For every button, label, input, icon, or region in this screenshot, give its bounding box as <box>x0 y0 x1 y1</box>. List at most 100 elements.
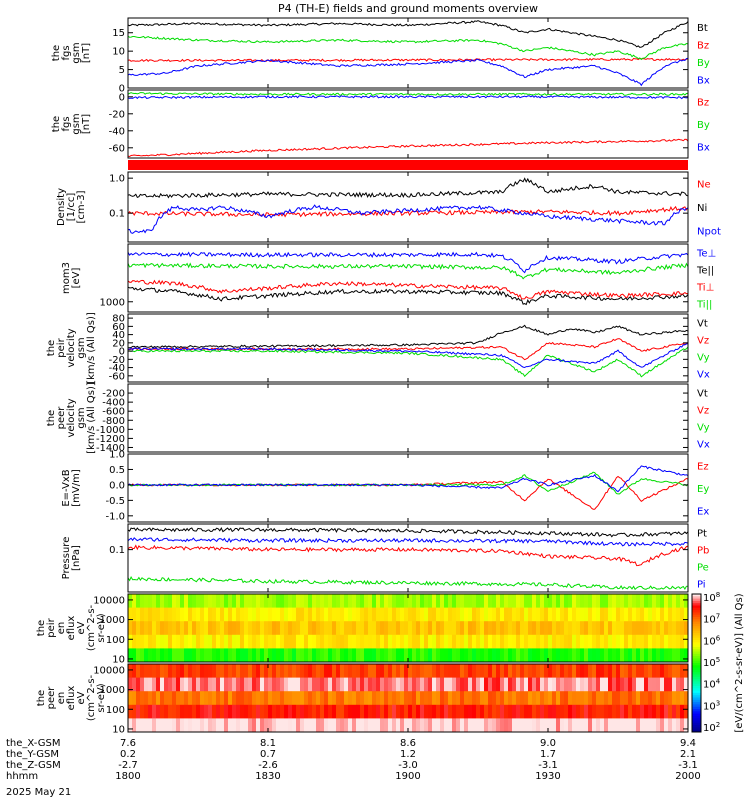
heatmap-cell <box>260 634 265 649</box>
heatmap-cell <box>180 607 185 622</box>
heatmap-cell <box>664 634 669 649</box>
heatmap-cell <box>128 648 133 662</box>
heatmap-cell <box>536 664 541 679</box>
heatmap-cell <box>172 621 177 636</box>
heatmap-cell <box>332 664 337 679</box>
heatmap-cell <box>664 648 669 662</box>
heatmap-cell <box>560 607 565 622</box>
heatmap-cell <box>464 718 469 732</box>
heatmap-cell <box>580 691 585 706</box>
heatmap-cell <box>420 607 425 622</box>
heatmap-cell <box>616 704 621 719</box>
heatmap-cell <box>192 648 197 662</box>
heatmap-cell <box>552 634 557 649</box>
y-axis-label-line: peer <box>56 406 67 430</box>
heatmap-cell <box>584 704 589 719</box>
heatmap-cell <box>416 691 421 706</box>
heatmap-cell <box>412 634 417 649</box>
heatmap-cell <box>460 664 465 679</box>
axis-row-value: -2.7 <box>118 760 138 771</box>
y-axis-label-line: Pressure <box>61 537 72 580</box>
legend-entry: Vz <box>697 406 709 417</box>
heatmap-cell <box>396 691 401 706</box>
heatmap-cell <box>668 594 673 609</box>
heatmap-cell <box>504 718 509 732</box>
heatmap-cell <box>616 718 621 732</box>
heatmap-cell <box>136 691 141 706</box>
heatmap-cell <box>648 677 653 692</box>
heatmap-cell <box>312 718 317 732</box>
heatmap-cell <box>564 607 569 622</box>
heatmap-cell <box>676 648 681 662</box>
heatmap-cell <box>292 664 297 679</box>
heatmap-cell <box>348 594 353 609</box>
heatmap-cell <box>444 607 449 622</box>
colorbar-segment <box>692 683 701 687</box>
heatmap-cell <box>628 607 633 622</box>
y-tick-label: 1000 <box>100 297 125 308</box>
heatmap-cell <box>632 677 637 692</box>
y-axis-label-line: sr-eV) <box>96 613 107 642</box>
heatmap-cell <box>160 634 165 649</box>
heatmap-cell <box>192 664 197 679</box>
colorbar-segment <box>692 603 701 606</box>
heatmap-cell <box>288 664 293 679</box>
heatmap-cell <box>328 648 333 662</box>
heatmap-cell <box>280 677 285 692</box>
heatmap-cell <box>212 634 217 649</box>
heatmap-cell <box>620 718 625 732</box>
heatmap-cell <box>512 691 517 706</box>
heatmap-cell <box>224 621 229 636</box>
heatmap-cell <box>204 704 209 719</box>
heatmap-cell <box>628 677 633 692</box>
y-tick-label: 0.1 <box>109 209 125 220</box>
heatmap-cell <box>492 634 497 649</box>
heatmap-cell <box>496 664 501 679</box>
colorbar-segment <box>692 720 701 724</box>
y-axis-label-line: [nPa] <box>71 545 82 571</box>
heatmap-cell <box>632 594 637 609</box>
axis-row-value: 9.4 <box>680 738 696 749</box>
heatmap-cell <box>260 664 265 679</box>
heatmap-cell <box>244 718 249 732</box>
heatmap-cell <box>636 634 641 649</box>
heatmap-cell <box>268 621 273 636</box>
colorbar-segment <box>692 594 701 597</box>
series-line-bx <box>128 95 688 100</box>
heatmap-cell <box>308 634 313 649</box>
y-axis-label-line: peir <box>46 617 57 637</box>
heatmap-cell <box>400 594 405 609</box>
heatmap-cell <box>480 704 485 719</box>
heatmap-cell <box>204 621 209 636</box>
heatmap-cell <box>388 594 393 609</box>
heatmap-cell <box>216 718 221 732</box>
y-tick-label: 5 <box>119 65 125 76</box>
heatmap-cell <box>404 664 409 679</box>
heatmap-cell <box>532 634 537 649</box>
heatmap-cell <box>284 691 289 706</box>
heatmap-cell <box>380 704 385 719</box>
heatmap-cell <box>648 648 653 662</box>
heatmap-cell <box>228 634 233 649</box>
heatmap-cell <box>288 607 293 622</box>
heatmap-cell <box>484 691 489 706</box>
y-tick-label: 10 <box>112 724 125 735</box>
heatmap-cell <box>444 634 449 649</box>
heatmap-cell <box>216 648 221 662</box>
heatmap-cell <box>316 634 321 649</box>
heatmap-cell <box>496 648 501 662</box>
heatmap-cell <box>340 677 345 692</box>
heatmap-cell <box>596 648 601 662</box>
heatmap-cell <box>552 621 557 636</box>
heatmap-cell <box>544 718 549 732</box>
heatmap-cell <box>256 621 261 636</box>
heatmap-cell <box>216 677 221 692</box>
heatmap-cell <box>460 648 465 662</box>
heatmap-cell <box>380 691 385 706</box>
heatmap-cell <box>592 664 597 679</box>
legend-entry: Npot <box>697 226 721 237</box>
heatmap-cell <box>384 677 389 692</box>
heatmap-cell <box>164 607 169 622</box>
heatmap-cell <box>292 607 297 622</box>
heatmap-cell <box>352 621 357 636</box>
